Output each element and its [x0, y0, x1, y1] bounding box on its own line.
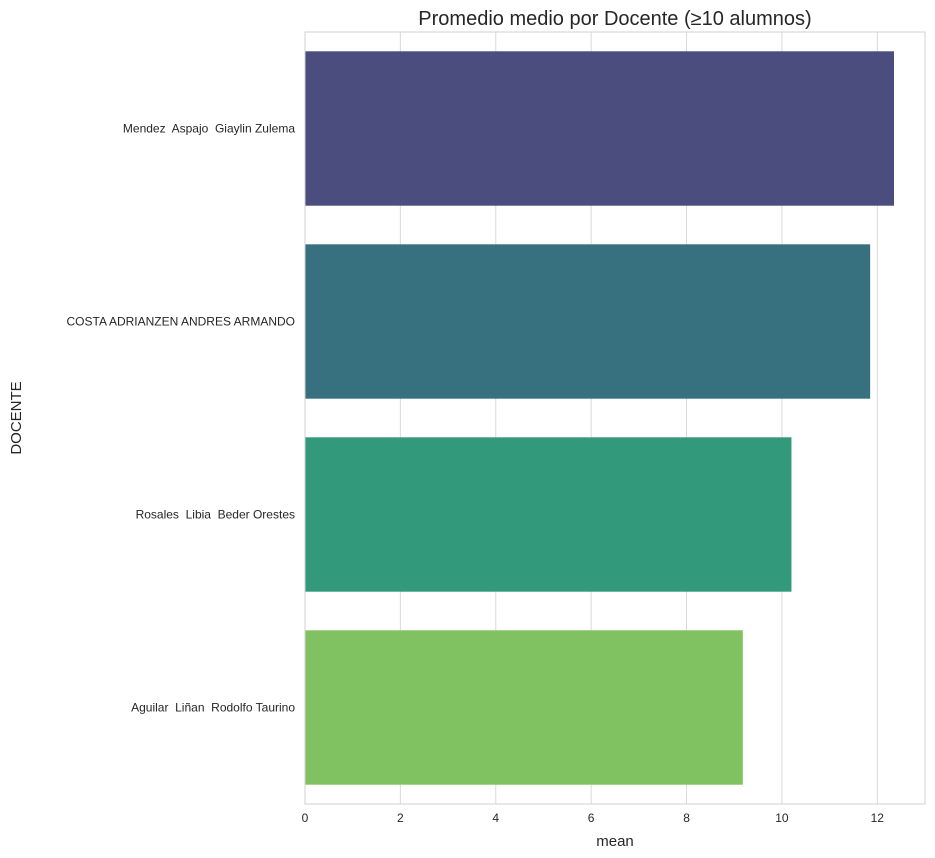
- bars: [305, 51, 894, 785]
- category-labels: Mendez Aspajo Giaylin Zulema COSTA ADRIAN…: [67, 122, 296, 715]
- chart-title: Promedio medio por Docente (≥10 alumnos): [418, 8, 811, 30]
- y-axis-title: DOCENTE: [8, 381, 25, 454]
- x-tick-label: 10: [775, 811, 789, 825]
- x-tick-label: 8: [683, 811, 690, 825]
- x-tick-label: 12: [871, 811, 885, 825]
- category-label: Rosales Libia Beder Orestes: [136, 508, 295, 522]
- x-tick-labels: 0 2 4 6 8 10 12: [302, 811, 885, 825]
- bar: [305, 51, 894, 206]
- bar: [305, 437, 792, 592]
- x-axis-title: mean: [596, 833, 634, 850]
- category-label: Mendez Aspajo Giaylin Zulema: [123, 122, 295, 136]
- plot-frame: [304, 31, 926, 805]
- x-tick-label: 6: [588, 811, 595, 825]
- bar: [305, 630, 743, 785]
- category-label: COSTA ADRIANZEN ANDRES ARMANDO: [67, 315, 296, 329]
- bar: [305, 244, 871, 399]
- x-tick-label: 2: [397, 811, 404, 825]
- x-tick-label: 0: [302, 811, 309, 825]
- x-tick-label: 4: [492, 811, 499, 825]
- category-label: Aguilar Liñan Rodolfo Taurino: [131, 701, 295, 715]
